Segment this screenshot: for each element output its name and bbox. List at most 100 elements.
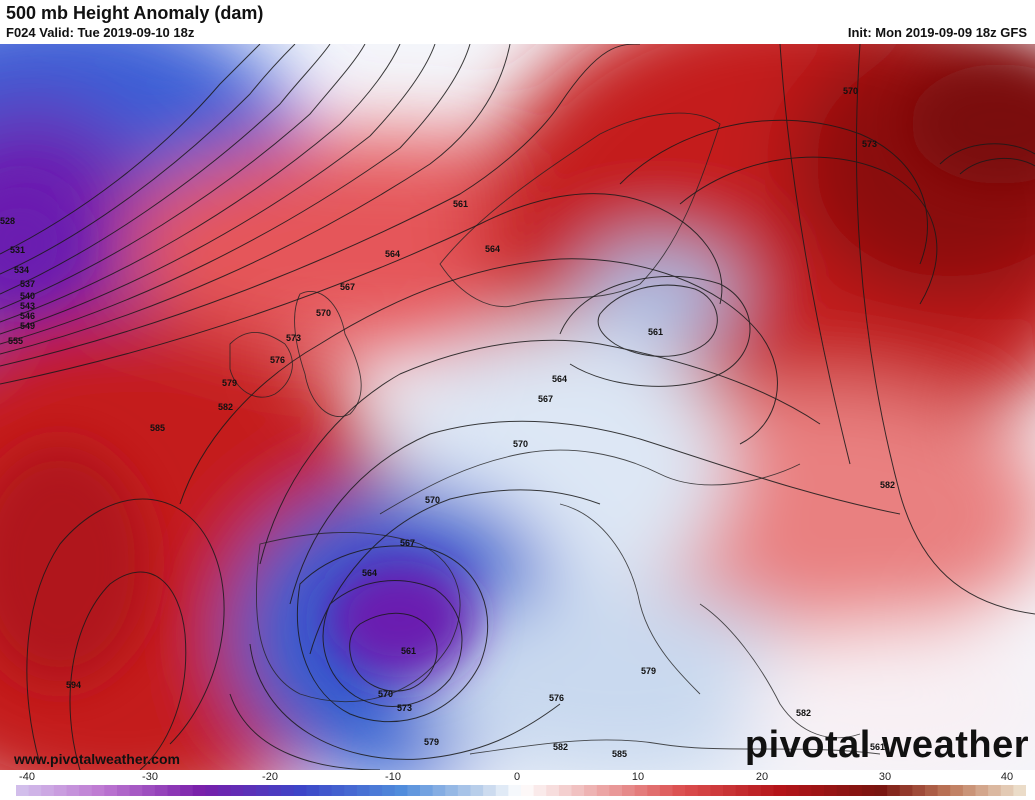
colorbar-cell <box>281 785 295 796</box>
colorbar-cell <box>533 785 547 796</box>
balkans-outline <box>699 603 861 739</box>
colorbar-cell <box>697 785 711 796</box>
contour-label: 582 <box>553 742 568 752</box>
colorbar-cell <box>735 785 749 796</box>
contour-label: 570 <box>378 689 393 699</box>
colorbar-tick: -30 <box>142 771 158 783</box>
colorbar-cell <box>79 785 93 796</box>
colorbar-tick: 40 <box>1000 771 1014 783</box>
colorbar-cell <box>218 785 232 796</box>
colorbar-cell <box>937 785 951 796</box>
colorbar-tick: 0 <box>513 771 521 783</box>
colorbar-cell <box>407 785 421 796</box>
colorbar-cell <box>1013 785 1026 796</box>
colorbar-cell <box>710 785 724 796</box>
contour-label: 573 <box>397 703 412 713</box>
contour-label: 543 <box>20 301 35 311</box>
contour-label: 585 <box>612 749 627 759</box>
colorbar-cell <box>180 785 194 796</box>
colorbar-cell <box>356 785 371 796</box>
colorbar-cell <box>420 785 434 796</box>
contour-label: 579 <box>222 378 237 388</box>
nw-low-inner <box>0 184 80 304</box>
colorbar-cell <box>558 785 573 796</box>
colorbar-cell <box>647 785 661 796</box>
contour-label: 573 <box>286 333 301 343</box>
colorbar-cell <box>268 785 282 796</box>
britain-outline <box>294 290 362 418</box>
contour-label: 561 <box>870 742 885 752</box>
colorbar-cell <box>319 785 333 796</box>
colorbar-cell <box>634 785 648 796</box>
map-canvas: 528 531 534 537 540 543 546 549 555 561 … <box>0 44 1035 770</box>
colorbar-cell <box>546 785 560 796</box>
contour-label: 573 <box>862 139 877 149</box>
colorbar-cell <box>28 785 42 796</box>
colorbar-strip <box>16 785 1026 796</box>
brand-logo: pivotal weather <box>744 724 1029 766</box>
colorbar-cell <box>962 785 977 796</box>
colorbar-tick: -10 <box>385 771 401 783</box>
contour-label: 582 <box>218 402 233 412</box>
contour-label: 564 <box>552 374 567 384</box>
colorbar-cell <box>369 785 383 796</box>
colorbar-cell <box>192 785 206 796</box>
contour-label: 576 <box>549 693 564 703</box>
colorbar-cell <box>382 785 396 796</box>
scandinavia-outline <box>439 112 721 308</box>
contour-label: 570 <box>513 439 528 449</box>
colorbar-cell <box>1000 785 1014 796</box>
colorbar-cell <box>243 785 257 796</box>
source-url: www.pivotalweather.com <box>14 751 180 767</box>
colorbar-cell <box>508 785 522 796</box>
colorbar-cell <box>849 785 863 796</box>
colorbar-cell <box>798 785 812 796</box>
colorbar-cell <box>988 785 1002 796</box>
colorbar-tick: 10 <box>631 771 645 783</box>
contour-label: 564 <box>385 249 400 259</box>
colorbar-cell <box>432 785 446 796</box>
colorbar-cell <box>899 785 913 796</box>
colorbar-cell <box>470 785 484 796</box>
colorbar-cell <box>167 785 181 796</box>
colorbar-cell <box>887 785 901 796</box>
ne-ridge-inner <box>910 64 1035 184</box>
baltic-low <box>580 244 740 344</box>
colorbar-cell <box>255 785 270 796</box>
colorbar-cell <box>205 785 219 796</box>
colorbar-cell <box>53 785 68 796</box>
init-time: Init: Mon 2019-09-09 18z GFS <box>847 25 1027 40</box>
contour-label: 576 <box>270 355 285 365</box>
colorbar-cell <box>912 785 926 796</box>
colorbar-cell <box>786 785 800 796</box>
contour-label: 528 <box>0 216 15 226</box>
contour-label: 579 <box>641 666 656 676</box>
colorbar-cell <box>483 785 497 796</box>
colorbar-cell <box>748 785 762 796</box>
contour-label: 570 <box>316 308 331 318</box>
colorbar-cell <box>609 785 623 796</box>
colorbar-cell <box>622 785 636 796</box>
colorbar-cell <box>394 785 408 796</box>
contour-label: 582 <box>796 708 811 718</box>
colorbar-cell <box>230 785 244 796</box>
coastlines <box>229 112 881 755</box>
colorbar-tick: -20 <box>262 771 278 783</box>
atlantic-ridge-inner <box>0 444 150 684</box>
colorbar-tick: -40 <box>19 771 35 783</box>
anomaly-field <box>0 44 1035 770</box>
colorbar-cell <box>66 785 80 796</box>
height-contours <box>0 44 1035 770</box>
colorbar-cell <box>975 785 989 796</box>
colorbar-cell <box>344 785 358 796</box>
colorbar-cell <box>824 785 838 796</box>
colorbar-cell <box>773 785 787 796</box>
colorbar-cell <box>293 785 307 796</box>
valid-time: F024 Valid: Tue 2019-09-10 18z <box>6 25 195 40</box>
contour-label: 594 <box>66 680 81 690</box>
contour-label: 546 <box>20 311 35 321</box>
colorbar-cell <box>874 785 888 796</box>
colorbar-cell <box>457 785 472 796</box>
colorbar-cell <box>521 785 535 796</box>
contour-label: 561 <box>401 646 416 656</box>
